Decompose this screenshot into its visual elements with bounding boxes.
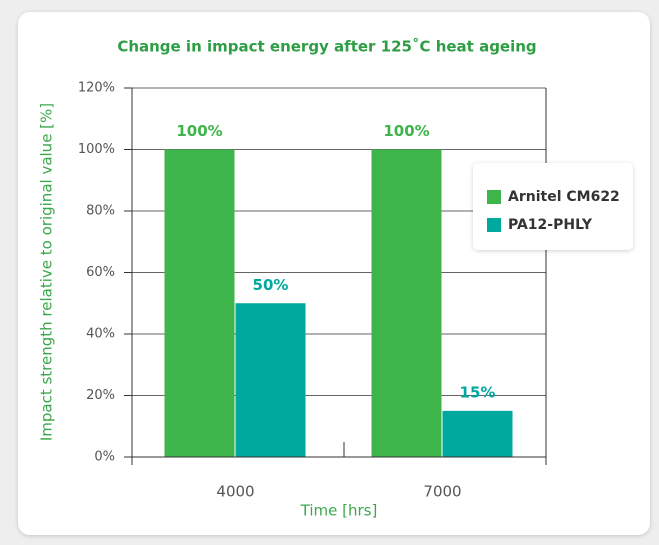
- legend-label: Arnitel CM622: [508, 189, 620, 205]
- bar: [164, 149, 235, 457]
- value-label: 100%: [176, 122, 222, 140]
- x-axis-label: Time [hrs]: [300, 502, 378, 520]
- legend-swatch: [487, 218, 501, 232]
- legend-box: [473, 163, 633, 250]
- chart-title: Change in impact energy after 125˚C heat…: [117, 38, 536, 56]
- y-tick-label: 0%: [94, 450, 115, 465]
- y-tick-label: 120%: [78, 81, 115, 96]
- bar: [371, 149, 442, 457]
- x-tick-label: 7000: [423, 483, 461, 501]
- legend-swatch: [487, 190, 501, 204]
- plot: [132, 87, 546, 458]
- y-tick-label: 60%: [86, 265, 115, 280]
- y-tick-label: 20%: [86, 388, 115, 403]
- value-label: 100%: [383, 122, 429, 140]
- y-tick-label: 40%: [86, 327, 115, 342]
- bar: [235, 303, 306, 457]
- x-tick-label: 4000: [216, 483, 254, 501]
- value-label: 15%: [460, 383, 496, 401]
- legend-label: PA12-PHLY: [508, 217, 593, 233]
- bar: [442, 410, 513, 457]
- y-tick-label: 100%: [78, 142, 115, 157]
- y-tick-label: 80%: [86, 204, 115, 219]
- value-label: 50%: [253, 276, 289, 294]
- y-axis-label: Impact strength relative to original val…: [38, 103, 56, 441]
- legend: Arnitel CM622 PA12-PHLY: [473, 163, 633, 250]
